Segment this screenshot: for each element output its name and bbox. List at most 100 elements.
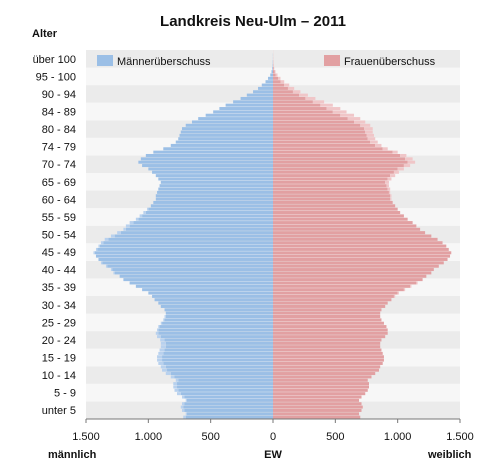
female-bar-age-79 bbox=[273, 150, 393, 154]
female-bar-age-61 bbox=[273, 211, 401, 215]
male-surplus-age-11 bbox=[175, 378, 179, 382]
male-surplus-age-3 bbox=[180, 405, 184, 409]
female-bar-age-17 bbox=[273, 358, 384, 362]
female-surplus-age-67 bbox=[388, 190, 391, 194]
male-bar-age-73 bbox=[152, 170, 273, 174]
female-bar-age-64 bbox=[273, 200, 393, 204]
x-right-label: weiblich bbox=[427, 449, 472, 461]
male-bar-age-72 bbox=[155, 174, 273, 178]
male-bar-age-38 bbox=[142, 288, 273, 292]
female-bar-age-65 bbox=[273, 197, 391, 201]
female-bars bbox=[273, 50, 452, 419]
male-bar-age-37 bbox=[148, 291, 273, 295]
male-bar-age-36 bbox=[152, 294, 273, 298]
male-bar-age-11 bbox=[178, 378, 273, 382]
male-bar-age-85 bbox=[180, 130, 273, 134]
female-bar-age-40 bbox=[273, 281, 417, 285]
male-bar-age-96 bbox=[246, 93, 273, 97]
female-bar-age-70 bbox=[273, 180, 386, 184]
female-bar-age-28 bbox=[273, 321, 384, 325]
male-bar-age-45 bbox=[107, 264, 273, 268]
male-surplus-age-51 bbox=[98, 244, 100, 248]
female-bar-age-101 bbox=[273, 76, 278, 80]
age-label-2: 10 - 14 bbox=[42, 370, 76, 382]
male-surplus-age-23 bbox=[160, 338, 165, 342]
male-bar-age-5 bbox=[186, 398, 273, 402]
female-bar-age-93 bbox=[273, 103, 321, 107]
female-bar-age-29 bbox=[273, 318, 382, 322]
female-bar-age-41 bbox=[273, 278, 423, 282]
female-surplus-age-65 bbox=[390, 197, 392, 201]
male-bar-age-15 bbox=[165, 365, 273, 369]
male-surplus-age-27 bbox=[158, 325, 160, 329]
female-bar-age-52 bbox=[273, 241, 443, 245]
female-bar-age-26 bbox=[273, 328, 388, 332]
male-bar-age-41 bbox=[123, 278, 274, 282]
legend-male-label: Männerüberschuss bbox=[117, 56, 211, 68]
female-bar-age-42 bbox=[273, 274, 427, 278]
female-bar-age-78 bbox=[273, 153, 401, 157]
female-bar-age-32 bbox=[273, 308, 382, 312]
female-bar-age-80 bbox=[273, 147, 383, 151]
female-bar-age-77 bbox=[273, 157, 406, 161]
female-bar-age-3 bbox=[273, 405, 363, 409]
male-surplus-age-59 bbox=[135, 217, 139, 221]
female-bar-age-98 bbox=[273, 86, 288, 90]
female-surplus-age-38 bbox=[403, 288, 406, 292]
female-surplus-age-72 bbox=[390, 174, 396, 178]
female-surplus-age-97 bbox=[292, 90, 301, 94]
female-bar-age-50 bbox=[273, 247, 449, 251]
female-bar-age-16 bbox=[273, 361, 383, 365]
male-surplus-age-8 bbox=[174, 388, 179, 392]
male-bar-age-71 bbox=[158, 177, 273, 181]
male-bar-age-90 bbox=[205, 113, 273, 117]
female-surplus-age-70 bbox=[385, 180, 389, 184]
female-bar-age-68 bbox=[273, 187, 388, 191]
male-bar-age-77 bbox=[140, 157, 273, 161]
male-surplus-age-20 bbox=[159, 348, 165, 352]
female-surplus-age-87 bbox=[360, 123, 371, 127]
male-bar-age-91 bbox=[213, 110, 273, 114]
female-bar-age-24 bbox=[273, 335, 386, 339]
male-bar-age-103 bbox=[271, 70, 273, 74]
female-bar-age-94 bbox=[273, 100, 313, 104]
female-bar-age-82 bbox=[273, 140, 371, 144]
female-bar-age-54 bbox=[273, 234, 432, 238]
female-bar-age-30 bbox=[273, 315, 381, 319]
male-surplus-age-4 bbox=[181, 402, 185, 406]
female-bar-age-20 bbox=[273, 348, 382, 352]
age-label-16: 80 - 84 bbox=[42, 124, 76, 136]
female-bar-age-27 bbox=[273, 325, 387, 329]
female-bar-age-45 bbox=[273, 264, 439, 268]
male-surplus-age-6 bbox=[181, 395, 185, 399]
female-bar-age-89 bbox=[273, 117, 348, 121]
x-tick-label-1: 1.000 bbox=[135, 431, 163, 443]
female-surplus-age-85 bbox=[365, 130, 373, 134]
age-label-8: 40 - 44 bbox=[42, 265, 76, 277]
male-surplus-age-1 bbox=[185, 412, 187, 416]
female-surplus-age-104 bbox=[273, 66, 275, 70]
male-bar-age-28 bbox=[162, 321, 273, 325]
female-bar-age-60 bbox=[273, 214, 404, 218]
female-bar-age-102 bbox=[273, 73, 276, 77]
y-axis-title: Alter bbox=[32, 28, 58, 40]
male-surplus-age-12 bbox=[170, 375, 175, 379]
male-bar-age-66 bbox=[155, 194, 273, 198]
male-bar-age-4 bbox=[184, 402, 273, 406]
legend-male-swatch bbox=[97, 55, 113, 66]
female-bar-age-15 bbox=[273, 365, 381, 369]
male-bar-age-83 bbox=[178, 137, 273, 141]
female-bar-age-76 bbox=[273, 160, 408, 164]
male-bar-age-56 bbox=[125, 227, 273, 231]
male-surplus-age-30 bbox=[164, 315, 166, 319]
female-bar-age-47 bbox=[273, 257, 448, 261]
female-bar-age-22 bbox=[273, 341, 381, 345]
male-surplus-age-17 bbox=[157, 358, 163, 362]
female-bar-age-97 bbox=[273, 90, 293, 94]
male-surplus-age-49 bbox=[93, 251, 95, 255]
male-surplus-age-60 bbox=[139, 214, 143, 218]
x-unit-label: EW bbox=[264, 449, 282, 461]
male-bar-age-46 bbox=[102, 261, 274, 265]
female-bar-age-19 bbox=[273, 351, 383, 355]
male-surplus-age-5 bbox=[185, 398, 187, 402]
